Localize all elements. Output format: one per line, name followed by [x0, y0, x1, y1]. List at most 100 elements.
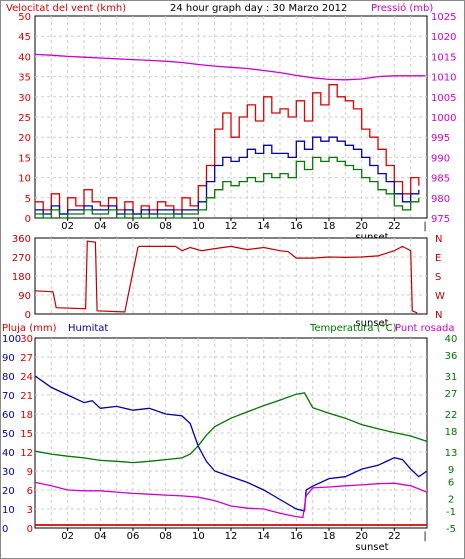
wind-panel-xtick-label: 06 — [127, 221, 140, 232]
rain-ytick-label: 9 — [27, 467, 33, 478]
wind-ytick-label: 40 — [18, 52, 31, 63]
temperature-ytick-label: 40 — [445, 334, 458, 345]
wind-ytick-label: 5 — [25, 194, 31, 205]
rain-ytick-label: 12 — [20, 448, 33, 459]
humidity-axis-title: Humitat — [68, 323, 108, 334]
pressure-ytick-label: 975 — [431, 214, 450, 225]
wind-series-gust — [35, 84, 420, 215]
humidity-panel-grid — [34, 337, 428, 529]
wind-axis-title: Velocitat del vent (kmh) — [6, 3, 126, 14]
direction-compass-label: E — [435, 253, 441, 264]
wind-ytick-label: 15 — [18, 153, 31, 164]
humidity-panel-xtick-label: 12 — [225, 531, 238, 542]
wind-panel-xtick-label: 08 — [159, 221, 172, 232]
wind-ytick-label: 35 — [18, 73, 31, 84]
wind-panel-xtick-end: | — [423, 221, 426, 232]
wind-panel-xtick-label: 18 — [323, 221, 336, 232]
wind-ytick-label: 25 — [18, 113, 31, 124]
temperature-ytick-label: 13 — [445, 448, 458, 459]
direction-ytick-label: 180 — [12, 272, 31, 283]
rain-axis-title: Pluja (mm) — [2, 323, 57, 334]
wind-panel-xtick-label: 14 — [257, 221, 270, 232]
pressure-ytick-label: 1015 — [431, 52, 456, 63]
humidity-ytick-label: 30 — [2, 467, 15, 478]
rain-ytick-label: 6 — [27, 486, 33, 497]
wind-ytick-label: 20 — [18, 133, 31, 144]
humidity-panel-xtick-label: 04 — [94, 531, 107, 542]
wind-ytick-label: 50 — [18, 12, 31, 23]
wind-ytick-label: 10 — [18, 174, 31, 185]
humidity-ytick-label: 90 — [2, 353, 15, 364]
rain-ytick-label: 3 — [27, 505, 33, 516]
wind-panel-xtick-label: 12 — [225, 221, 238, 232]
direction-series-direction — [34, 240, 418, 314]
humidity-ytick-label: 40 — [2, 448, 15, 459]
wind-ytick-label: 45 — [18, 32, 31, 43]
pressure-axis-title: Pressió (mb) — [371, 2, 433, 14]
pressure-ytick-label: 1025 — [431, 12, 456, 23]
direction-compass-label: S — [435, 272, 441, 283]
temperature-ytick-label: 27 — [445, 389, 458, 400]
rain-ytick-label: 15 — [20, 429, 33, 440]
direction-ytick-label: 270 — [12, 253, 31, 264]
pressure-ytick-label: 1010 — [431, 73, 456, 84]
humidity-panel-labels: 0102030405060708090100036912151821242730… — [2, 334, 457, 553]
wind-panel-xtick-label: 10 — [192, 221, 205, 232]
wind-panel-xtick-label: 16 — [290, 221, 303, 232]
wind-series-lull — [35, 156, 420, 219]
humidity-series-temperatura — [34, 392, 428, 464]
wind-panel-xtick-label: 22 — [388, 221, 401, 232]
temperature-ytick-label: 9 — [448, 465, 454, 476]
rain-ytick-label: 30 — [20, 334, 33, 345]
wind-series-pressure — [34, 53, 426, 81]
temperature-ytick-label: 6 — [448, 478, 454, 489]
direction-compass-label: N — [435, 234, 442, 245]
pressure-ytick-label: 1000 — [431, 113, 456, 124]
temperature-ytick-label: 36 — [445, 351, 458, 362]
humidity-panel-xtick-label: 18 — [323, 531, 336, 542]
pressure-ytick-label: 990 — [431, 153, 450, 164]
pressure-ytick-label: 1020 — [431, 32, 456, 43]
rain-ytick-label: 27 — [20, 353, 33, 364]
humidity-ytick-label: 0 — [2, 524, 8, 535]
humidity-ytick-label: 70 — [2, 391, 15, 402]
humidity-ytick-label: 60 — [2, 410, 15, 421]
wind-panel-xtick-label: 20 — [355, 221, 368, 232]
temperature-axis-title: Temperatura (°C) — [309, 323, 397, 334]
humidity-series-humitat — [34, 375, 428, 512]
humidity-panel-xtick-label: 10 — [192, 531, 205, 542]
pressure-ytick-label: 995 — [431, 133, 450, 144]
direction-ytick-label: 90 — [18, 291, 31, 302]
humidity-series-punt-rosada — [34, 481, 428, 519]
rain-ytick-label: 0 — [27, 524, 33, 535]
humidity-ytick-label: 10 — [2, 505, 15, 516]
humidity-ytick-label: 50 — [2, 429, 15, 440]
direction-ytick-label: 0 — [25, 310, 31, 321]
rain-ytick-label: 18 — [20, 410, 33, 421]
humidity-panel-xtick-label: 14 — [257, 531, 270, 542]
humidity-ytick-label: 100 — [2, 334, 21, 345]
direction-sunset-label: sunset — [355, 318, 388, 329]
humidity-panel-xtick-label: 08 — [159, 531, 172, 542]
rain-ytick-label: 21 — [20, 391, 33, 402]
humidity-panel-lines — [34, 375, 428, 526]
direction-panel-grid — [34, 237, 428, 315]
wind-ytick-label: 30 — [18, 93, 31, 104]
humidity-panel-xtick-label: 06 — [127, 531, 140, 542]
temperature-ytick-label: 2 — [448, 494, 454, 505]
humidity-sunset-label: sunset — [355, 542, 388, 553]
humidity-ytick-label: 80 — [2, 372, 15, 383]
pressure-ytick-label: 1005 — [431, 93, 456, 104]
direction-compass-label: N — [435, 310, 442, 321]
direction-panel-lines — [34, 240, 418, 314]
humidity-panel-xtick-label: 22 — [388, 531, 401, 542]
humidity-ytick-label: 20 — [2, 486, 15, 497]
wind-panel-xtick-label: 04 — [94, 221, 107, 232]
rain-ytick-label: 24 — [20, 372, 33, 383]
direction-ytick-label: 360 — [12, 234, 31, 245]
temperature-ytick-label: -1 — [446, 507, 456, 518]
pressure-ytick-label: 980 — [431, 194, 450, 205]
chart-title: 24 hour graph day : 30 Marzo 2012 — [170, 3, 347, 14]
